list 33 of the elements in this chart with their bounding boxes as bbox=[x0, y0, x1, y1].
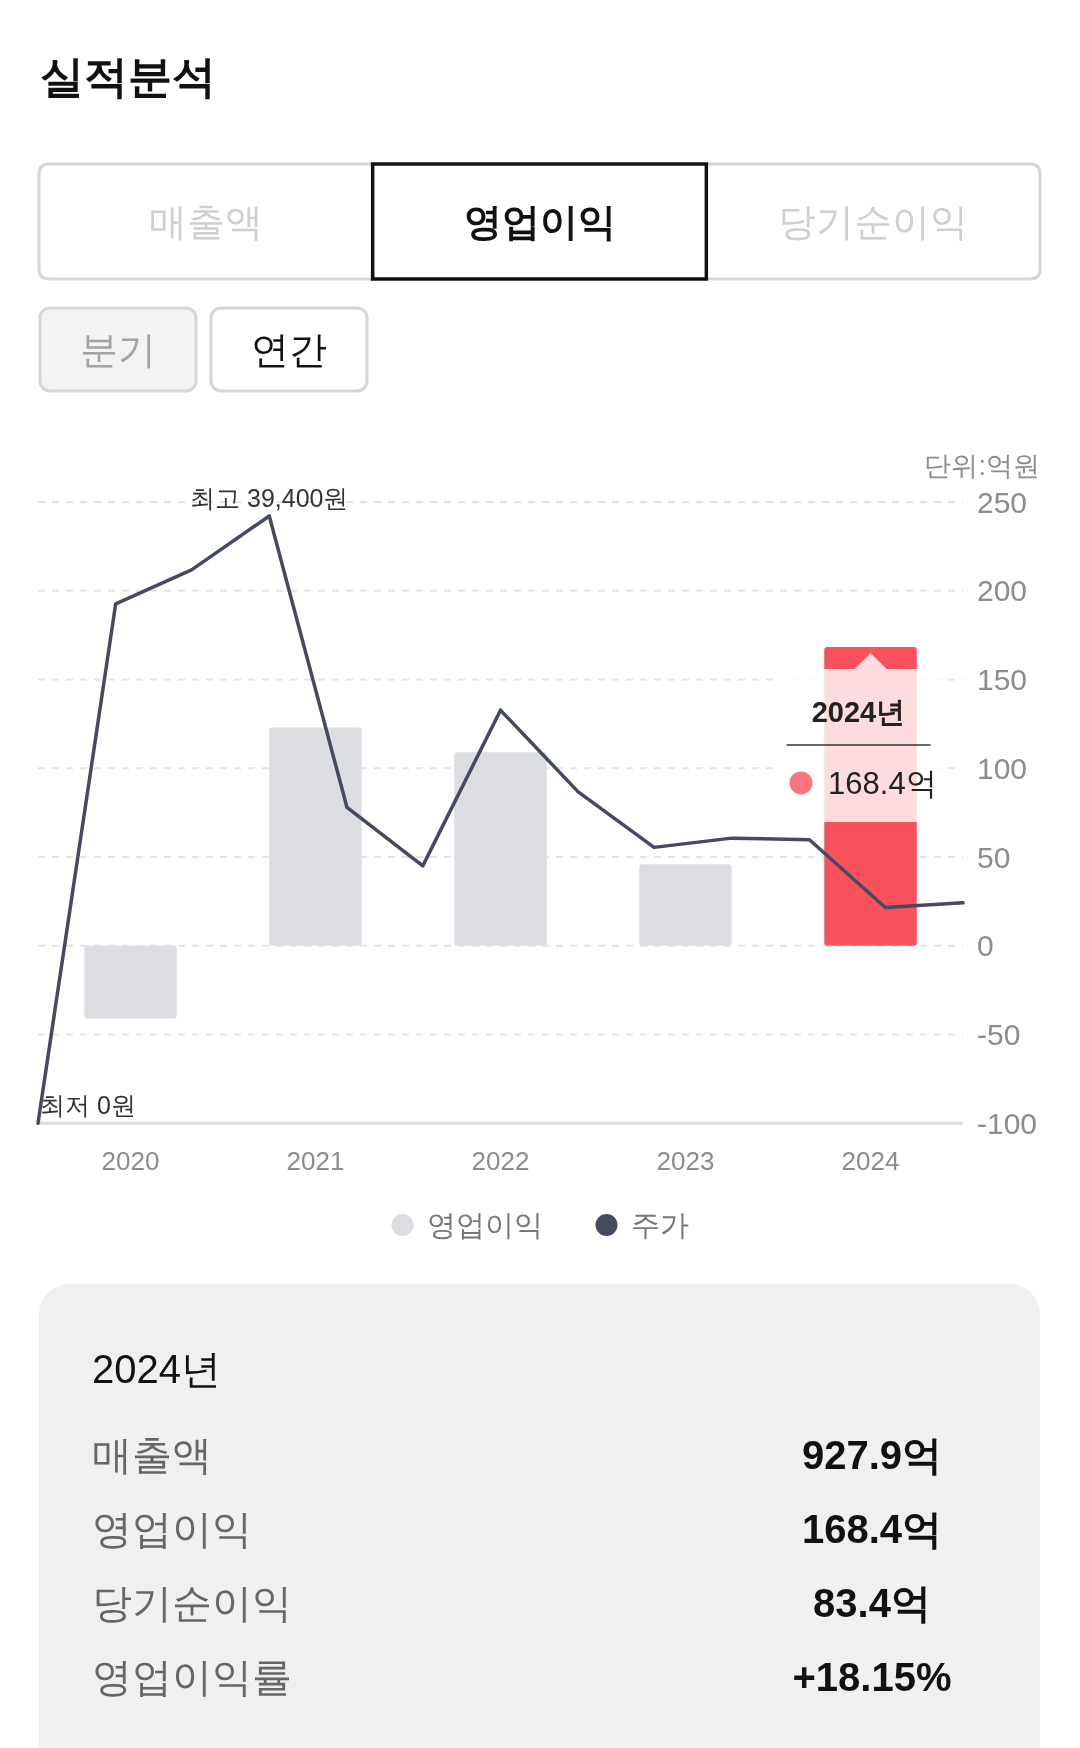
button: 분기 bbox=[38, 306, 198, 393]
x-tick-label: 2022 bbox=[471, 1146, 530, 1176]
data-label: 최저 0원 bbox=[40, 1091, 136, 1120]
legend-label: 주가 bbox=[630, 1209, 689, 1241]
text: 83.4억 bbox=[813, 1581, 931, 1625]
y-tick-label: -100 bbox=[977, 1106, 1038, 1140]
data-label: 최고 39,400원 bbox=[190, 483, 349, 512]
text: 영업이익 bbox=[92, 1507, 252, 1551]
y-tick-label: 150 bbox=[977, 663, 1028, 697]
text: 2024년 bbox=[92, 1347, 221, 1391]
annotation: 2024년 bbox=[811, 695, 906, 728]
button: 연간 bbox=[209, 306, 369, 393]
text: 실적분석 bbox=[40, 51, 216, 101]
text: 당기순이익 bbox=[92, 1581, 292, 1625]
x-tick-label: 2021 bbox=[286, 1146, 345, 1176]
y-tick-label: 200 bbox=[977, 574, 1028, 608]
y-axis-title: 단위:억원 bbox=[924, 451, 1040, 481]
x-tick-label: 2023 bbox=[656, 1146, 715, 1176]
x-tick-label: 2020 bbox=[101, 1146, 160, 1176]
text: 927.9억 bbox=[801, 1433, 943, 1477]
y-tick-label: -50 bbox=[977, 1018, 1021, 1052]
y-tick-label: 0 bbox=[977, 929, 994, 963]
tab: 영업이익 bbox=[370, 162, 709, 281]
y-tick-label: 100 bbox=[977, 751, 1028, 785]
text: 168.4억 bbox=[801, 1507, 943, 1551]
x-tick-label: 2024 bbox=[841, 1146, 900, 1176]
data-label: 168.4억 bbox=[828, 766, 937, 802]
legend-label: 영업이익 bbox=[426, 1209, 543, 1241]
y-tick-label: 250 bbox=[977, 485, 1028, 519]
text: 영업이익률 bbox=[92, 1655, 292, 1699]
y-tick-label: 50 bbox=[977, 840, 1011, 874]
text: 매출액 bbox=[92, 1433, 212, 1477]
text: +18.15% bbox=[792, 1655, 952, 1699]
